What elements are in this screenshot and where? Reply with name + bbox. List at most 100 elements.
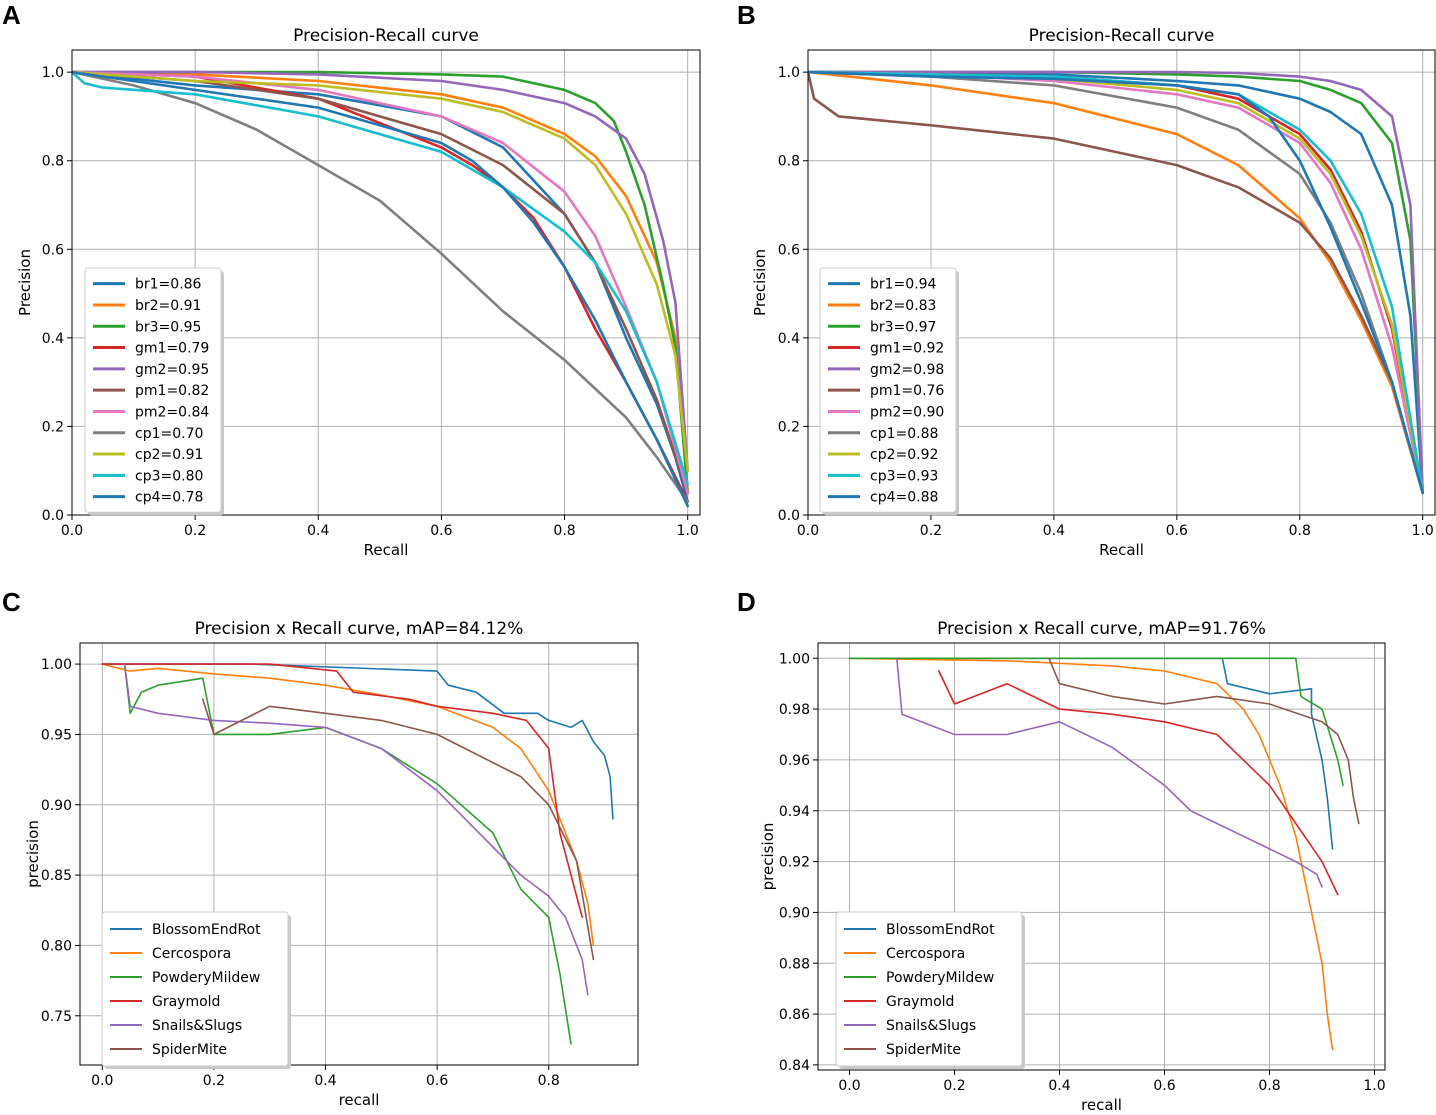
x-tick-label: 0.2 [943,1078,965,1094]
y-axis-label: Precision [751,249,769,316]
axes-frame [79,642,639,1066]
x-tick-label: 0.0 [838,1078,860,1094]
series-line-snails-slugs [123,663,589,996]
y-tick-label: 0.85 [41,868,72,884]
legend-label: br1=0.86 [135,277,202,293]
series-line-cp1 [72,70,689,503]
y-tick-label: 1.00 [779,651,810,667]
legend-label: cp4=0.88 [870,490,938,506]
legend: BlossomEndRot Cercospora PowderyMildew Gray… [101,911,291,1069]
x-tick-label: 0.0 [61,523,83,539]
y-tick-label: 0.8 [778,154,800,170]
x-tick-label: 0.6 [426,1073,448,1089]
series-line-cp4 [808,70,1424,495]
x-tick-label: 0.6 [1166,523,1188,539]
legend-label: Snails&Slugs [152,1018,242,1034]
x-tick-label: 0.4 [314,1073,336,1089]
y-tick-label: 0.2 [42,419,64,435]
x-tick-label: 0.8 [1258,1078,1280,1094]
x-tick-label: 0.0 [797,523,819,539]
y-tick-label: 0.92 [779,855,810,871]
x-tick-label: 0.0 [91,1073,113,1089]
x-tick-label: 0.8 [1289,523,1311,539]
y-tick-label: 0.90 [779,905,810,921]
legend-box [819,267,957,513]
legend: br1=0.86 br2=0.91 br3=0.95 gm1=0.79 gm2=0.95… [84,267,224,516]
y-tick-label: 1.0 [42,65,64,81]
series-line-spidermite [1048,657,1360,825]
series-line-cp2 [72,70,689,472]
legend-label: cp1=0.88 [870,426,938,442]
x-tick-label: 0.4 [1043,523,1065,539]
series-line-cp4 [72,70,689,508]
y-tick-label: 0.88 [779,956,810,972]
y-axis-label: precision [24,820,42,888]
legend-label: br3=0.95 [135,319,201,335]
series-line-graymold [101,663,583,919]
series-line-snails-slugs [896,657,1323,888]
x-tick-label: 0.8 [553,523,575,539]
legend-label: gm1=0.79 [135,341,209,357]
y-tick-label: 1.0 [778,65,800,81]
x-tick-label: 1.0 [1363,1078,1385,1094]
legend-label: pm1=0.82 [135,383,209,399]
series-lines [848,657,1360,1051]
x-axis-label: recall [339,1091,380,1109]
x-tick-label: 1.0 [677,523,699,539]
legend-label: br2=0.83 [870,298,936,314]
x-tick-label: 0.6 [1153,1078,1175,1094]
y-tick-label: 1.00 [41,657,72,673]
x-tick-label: 0.2 [920,523,942,539]
legend-label: cp3=0.80 [135,468,203,484]
y-tick-label: 0.80 [41,938,72,954]
legend-box [101,911,289,1067]
series-line-gm2 [808,70,1424,495]
y-tick-label: 0.94 [779,804,810,820]
legend-label: cp3=0.93 [870,468,938,484]
legend-label: cp1=0.70 [135,426,203,442]
panel-letter: D [737,587,756,617]
series-line-powderymildew [848,657,1344,787]
series-line-spidermite [202,698,595,961]
series-line-br2 [808,70,1424,495]
y-tick-label: 0.96 [779,753,810,769]
series-line-cp3 [808,70,1424,495]
y-axis-label: precision [759,823,777,891]
legend-label: pm2=0.90 [870,404,944,420]
series-line-blossomendrot [848,657,1334,850]
panel-c: C Precision x Recall curve, mAP=84.12% 0.0… [2,587,639,1109]
legend: br1=0.94 br2=0.83 br3=0.97 gm1=0.92 gm2=0.98… [819,267,959,516]
legend-label: PowderyMildew [886,970,994,986]
legend-label: pm2=0.84 [135,404,209,420]
y-tick-label: 0.8 [42,154,64,170]
legend-label: BlossomEndRot [152,922,261,938]
series-lines [808,70,1424,495]
legend-label: SpiderMite [886,1042,961,1058]
legend-label: cp2=0.91 [135,447,203,463]
y-tick-label: 0.2 [778,419,800,435]
legend-label: br3=0.97 [870,319,936,335]
x-axis-label: Recall [364,541,409,559]
series-line-cp3 [72,70,689,486]
series-line-br3 [72,70,689,495]
x-tick-label: 0.4 [1048,1078,1070,1094]
legend-label: cp4=0.78 [135,490,203,506]
x-tick-label: 0.8 [538,1073,560,1089]
x-tick-label: 0.6 [430,523,452,539]
legend-label: BlossomEndRot [886,922,995,938]
legend-label: SpiderMite [152,1042,227,1058]
legend-label: br2=0.91 [135,298,201,314]
legend-label: cp2=0.92 [870,447,938,463]
chart-title: Precision x Recall curve, mAP=91.76% [937,619,1266,639]
series-line-gm2 [72,70,689,472]
series-line-cp1 [808,70,1424,495]
chart-title: Precision-Recall curve [293,26,479,46]
y-tick-label: 0.75 [41,1009,72,1025]
y-tick-label: 0.98 [779,702,810,718]
chart-title: Precision x Recall curve, mAP=84.12% [195,619,524,639]
series-line-br1 [808,70,1424,495]
legend-box [835,911,1023,1067]
legend-label: gm1=0.92 [870,341,944,357]
panel-a: A Precision-Recall curve 0.0 0.2 0.4 0.6 0.8 1.… [2,0,701,559]
